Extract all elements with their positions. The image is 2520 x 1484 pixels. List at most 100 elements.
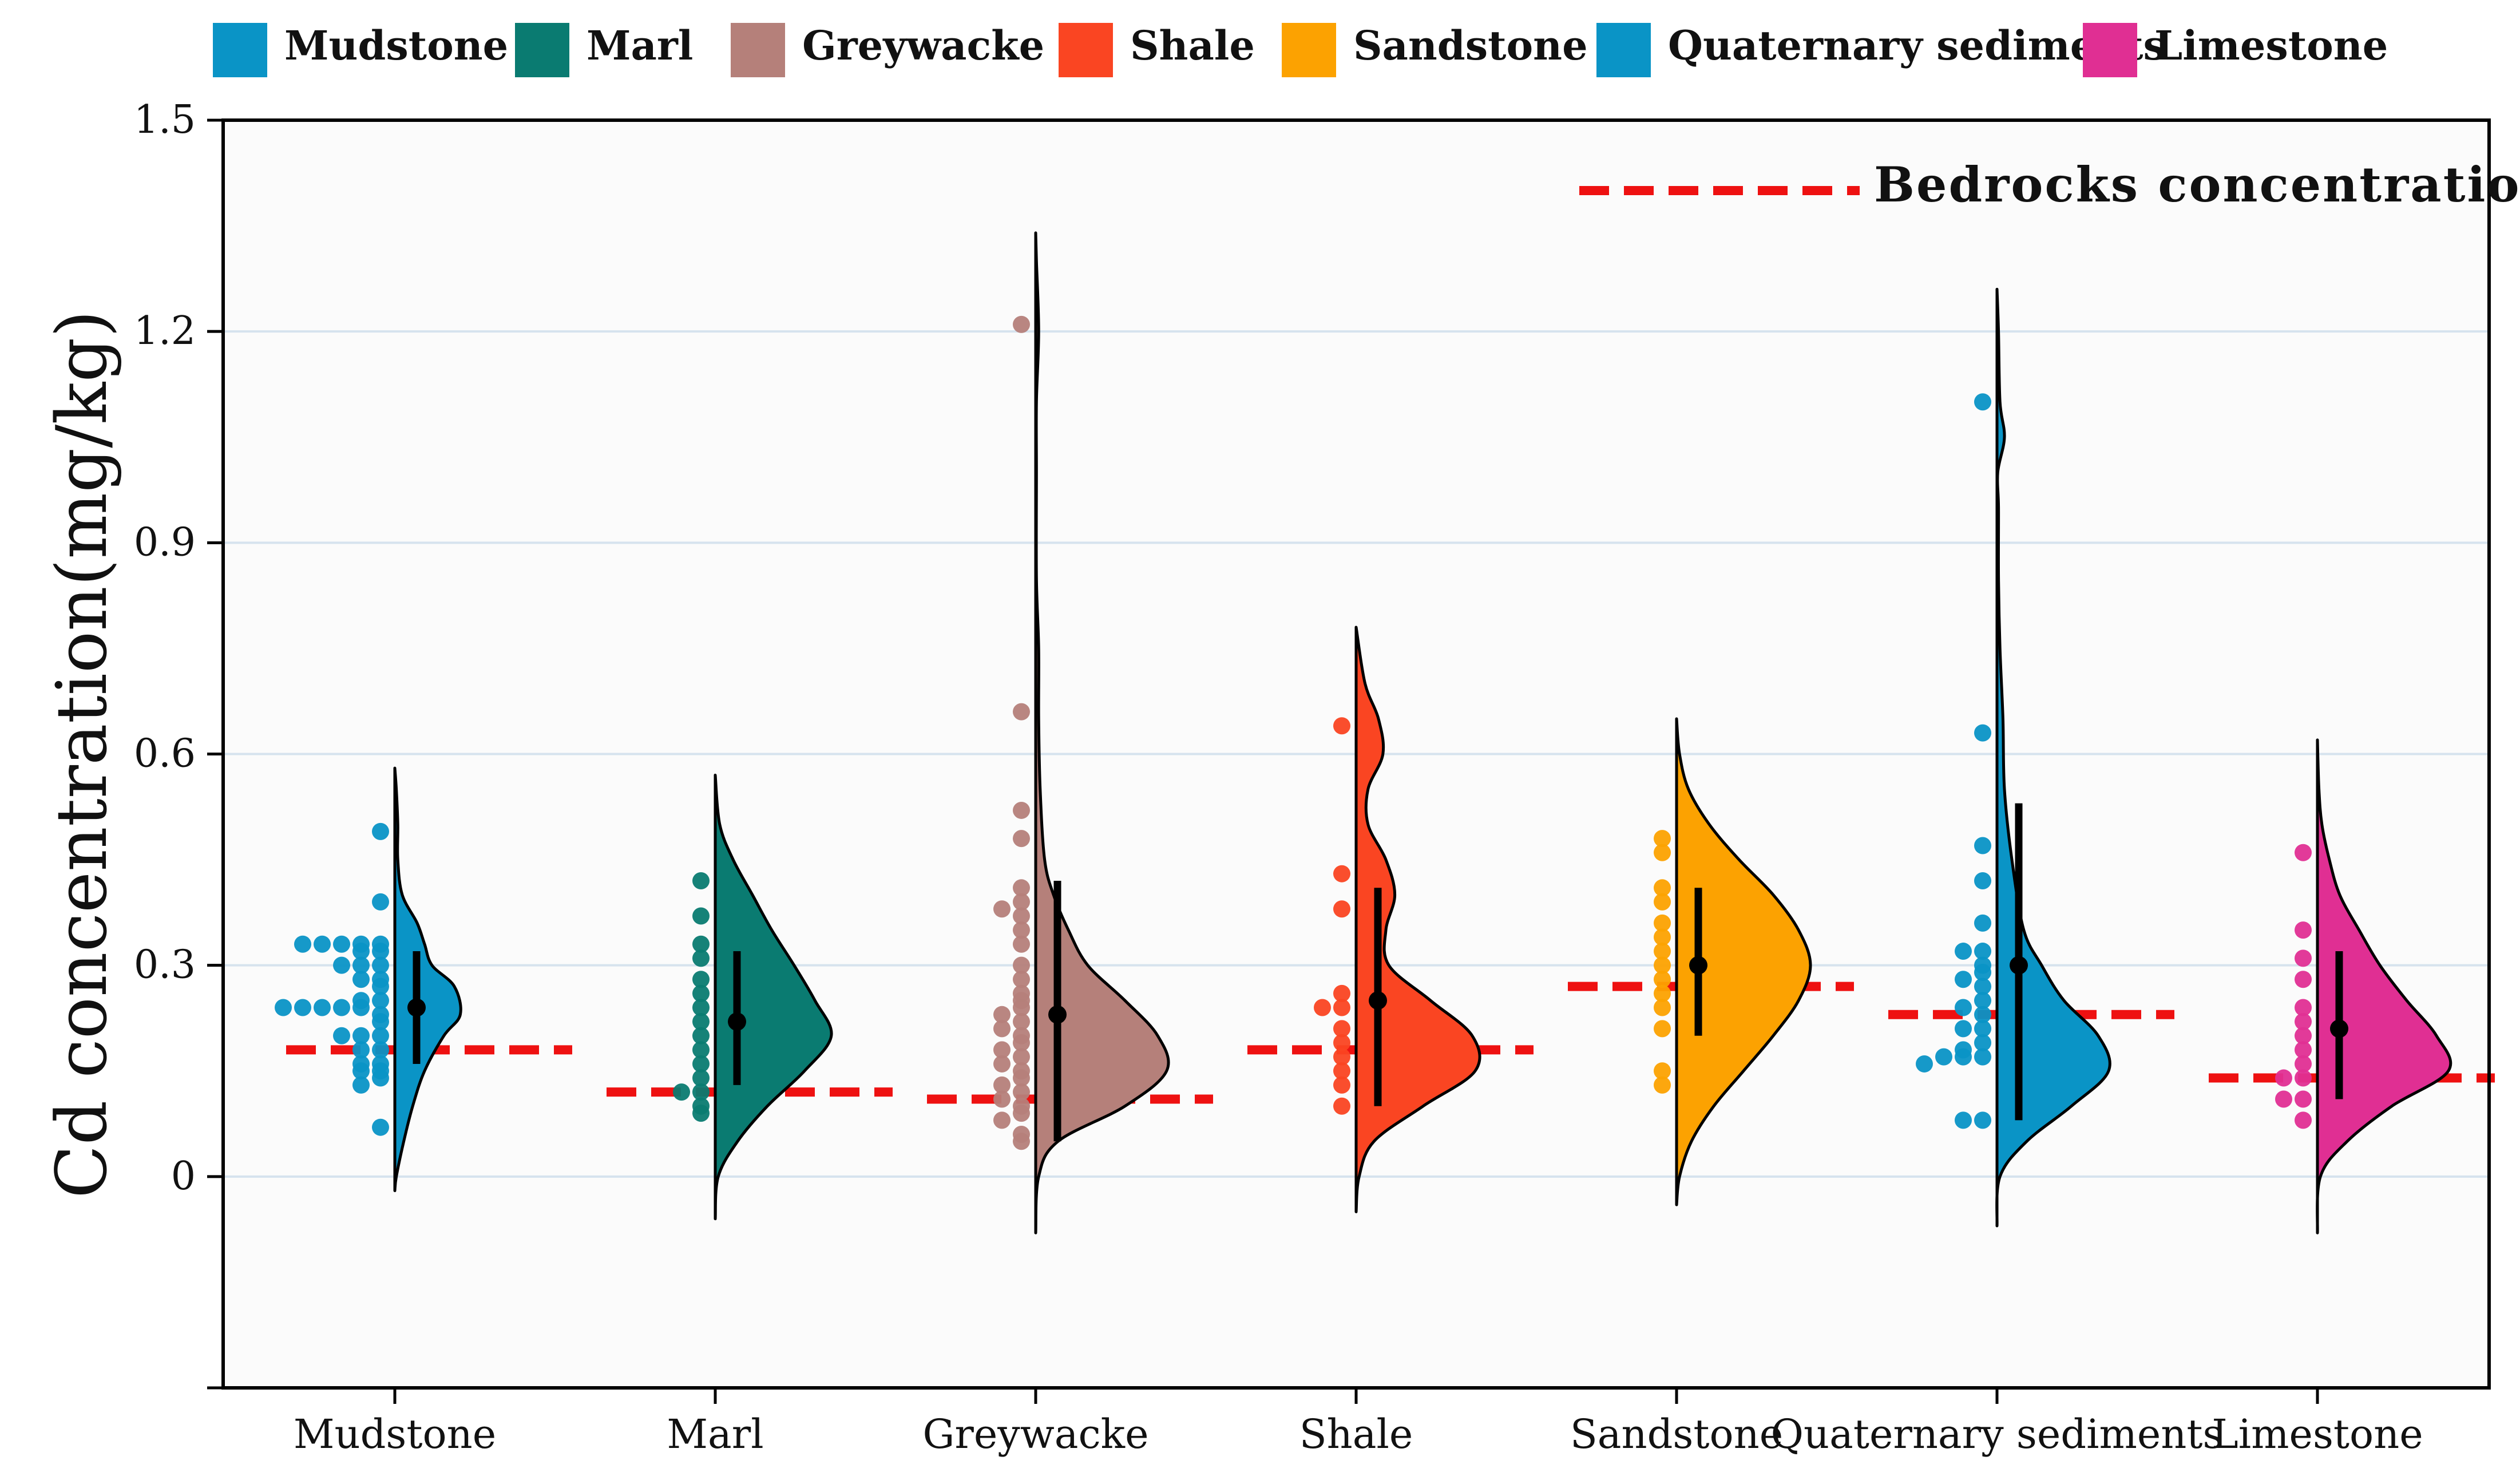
data-point bbox=[1974, 963, 1991, 981]
data-point bbox=[1013, 921, 1030, 939]
data-point bbox=[692, 872, 710, 889]
data-point bbox=[294, 999, 311, 1016]
data-point bbox=[1955, 971, 1972, 988]
data-points bbox=[275, 315, 2312, 1150]
violin-mudstone bbox=[393, 766, 462, 1192]
data-point bbox=[1013, 1069, 1030, 1087]
x-tick-label: Mudstone bbox=[294, 1411, 496, 1458]
violin-shale bbox=[1354, 626, 1481, 1213]
data-point bbox=[1974, 978, 1991, 995]
data-point bbox=[993, 1041, 1011, 1059]
data-point bbox=[1333, 1076, 1350, 1094]
data-point bbox=[352, 1062, 370, 1080]
data-point bbox=[314, 935, 331, 953]
mean-point bbox=[2010, 956, 2028, 975]
data-point bbox=[2295, 971, 2312, 988]
data-point bbox=[1974, 837, 1991, 854]
data-point bbox=[692, 971, 710, 988]
data-point bbox=[1654, 971, 1671, 988]
data-point bbox=[352, 1076, 370, 1094]
data-point bbox=[2295, 949, 2312, 967]
data-point bbox=[372, 943, 389, 960]
data-point bbox=[1333, 1020, 1350, 1038]
data-point bbox=[1013, 971, 1030, 988]
data-point bbox=[1654, 984, 1671, 1002]
data-point bbox=[1013, 830, 1030, 848]
data-point bbox=[993, 1111, 1011, 1129]
data-point bbox=[1333, 1097, 1350, 1115]
data-point bbox=[294, 935, 311, 953]
data-point bbox=[352, 971, 370, 988]
data-point bbox=[372, 1013, 389, 1031]
data-point bbox=[1974, 872, 1991, 889]
legend-swatch bbox=[515, 23, 569, 77]
data-point bbox=[993, 1020, 1011, 1038]
legend-item-marl: Marl bbox=[515, 22, 693, 77]
y-tick-label: 0.9 bbox=[134, 520, 196, 565]
data-point bbox=[1654, 893, 1671, 911]
data-point bbox=[1974, 992, 1991, 1010]
data-point bbox=[1955, 999, 1972, 1016]
data-point bbox=[993, 1055, 1011, 1073]
legend-label: Limestone bbox=[2154, 22, 2388, 69]
data-point bbox=[1974, 1048, 1991, 1066]
data-point bbox=[993, 1076, 1011, 1094]
bedrock-legend-label: Bedrocks concentration bbox=[1874, 156, 2520, 213]
data-point bbox=[1013, 1133, 1030, 1150]
data-point bbox=[372, 1041, 389, 1059]
y-tick-label: 1.2 bbox=[134, 308, 196, 354]
data-point bbox=[352, 992, 370, 1010]
data-point bbox=[1654, 830, 1671, 848]
mean-point bbox=[1369, 991, 1387, 1010]
data-point bbox=[692, 1069, 710, 1087]
violin-marl bbox=[714, 773, 833, 1221]
legend-swatch bbox=[2083, 23, 2137, 77]
data-point bbox=[993, 1006, 1011, 1023]
data-point bbox=[692, 1083, 710, 1101]
data-point bbox=[1955, 1111, 1972, 1129]
data-point bbox=[1013, 935, 1030, 953]
data-point bbox=[1654, 1076, 1671, 1094]
data-point bbox=[692, 1013, 710, 1031]
legend-item-limestone: Limestone bbox=[2083, 22, 2388, 77]
data-point bbox=[692, 1027, 710, 1044]
legend-item-sandstone: Sandstone bbox=[1282, 22, 1588, 77]
x-tick-label: Marl bbox=[667, 1411, 763, 1458]
data-point bbox=[673, 1083, 690, 1101]
legend: Mudstone Marl Greywacke Shale Sandstone Quate… bbox=[213, 22, 2388, 77]
data-point bbox=[1916, 1055, 1933, 1073]
data-point bbox=[1333, 1048, 1350, 1066]
data-point bbox=[372, 1069, 389, 1087]
data-point bbox=[1955, 1041, 1972, 1059]
data-point bbox=[352, 956, 370, 974]
data-point bbox=[1654, 999, 1671, 1016]
legend-label: Mudstone bbox=[284, 22, 508, 69]
data-point bbox=[1013, 315, 1030, 333]
data-point bbox=[1974, 1111, 1991, 1129]
data-point bbox=[333, 1027, 350, 1044]
data-point bbox=[372, 978, 389, 995]
legend-item-shale: Shale bbox=[1059, 22, 1255, 77]
legend-label: Marl bbox=[587, 22, 693, 69]
violin-greywacke bbox=[1034, 231, 1170, 1234]
mean-point bbox=[1689, 956, 1707, 975]
data-point bbox=[1654, 879, 1671, 897]
y-axis-label: Cd concentration(mg/kg) bbox=[41, 310, 122, 1198]
data-point bbox=[692, 949, 710, 967]
legend-swatch bbox=[1282, 23, 1336, 77]
legend-label: Shale bbox=[1130, 22, 1255, 69]
data-point bbox=[1314, 999, 1331, 1016]
data-point bbox=[372, 822, 389, 840]
data-point bbox=[1654, 943, 1671, 960]
data-point bbox=[1333, 900, 1350, 918]
data-point bbox=[2295, 1055, 2312, 1073]
data-point bbox=[1955, 943, 1972, 960]
data-point bbox=[1333, 865, 1350, 883]
data-point bbox=[1654, 1020, 1671, 1038]
mean-point bbox=[1048, 1005, 1067, 1024]
legend-swatch bbox=[1596, 23, 1651, 77]
data-point bbox=[1333, 1034, 1350, 1052]
data-point bbox=[1333, 984, 1350, 1002]
data-point bbox=[1974, 1006, 1991, 1023]
data-point bbox=[333, 935, 350, 953]
